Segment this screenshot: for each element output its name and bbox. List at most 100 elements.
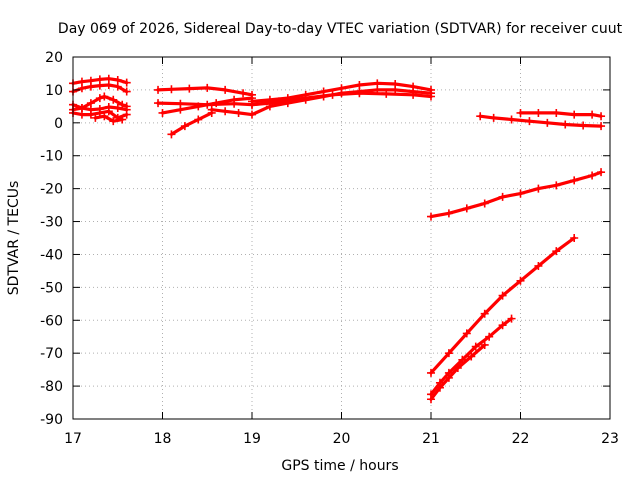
data-point — [194, 115, 203, 124]
x-tick-label: 20 — [333, 431, 351, 447]
data-point — [453, 363, 462, 372]
x-axis-label: GPS time / hours — [281, 458, 398, 474]
data-point — [427, 368, 435, 377]
data-point — [221, 85, 230, 94]
series-line — [93, 114, 124, 123]
data-point — [100, 92, 109, 101]
series-sat-p — [427, 168, 606, 221]
data-point — [427, 395, 435, 404]
data-point — [122, 78, 131, 87]
data-point — [176, 105, 185, 114]
x-tick-label: 17 — [64, 431, 82, 447]
tick-marks — [72, 56, 611, 420]
series-sat-f — [91, 112, 127, 126]
series-sat-g — [154, 83, 256, 99]
data-point — [579, 121, 588, 130]
data-point — [480, 340, 489, 349]
data-point — [109, 117, 118, 126]
data-point — [118, 115, 127, 124]
data-point — [498, 192, 507, 201]
data-point — [167, 85, 176, 94]
data-point — [180, 122, 189, 131]
data-point — [534, 184, 543, 193]
data-point — [274, 97, 283, 106]
data-point — [534, 108, 543, 117]
data-point — [498, 291, 507, 300]
x-tick-label: 22 — [512, 431, 530, 447]
series-sat-n — [476, 112, 606, 131]
data-point — [597, 168, 606, 177]
data-point — [104, 107, 113, 116]
data-point — [409, 90, 418, 99]
data-point — [462, 204, 471, 213]
data-point — [194, 102, 203, 111]
data-point — [100, 112, 109, 121]
data-series — [69, 74, 606, 404]
data-point — [516, 189, 525, 198]
data-point — [476, 112, 485, 121]
data-point — [355, 89, 364, 98]
data-point — [485, 332, 494, 341]
series-sat-i — [158, 94, 256, 117]
y-tick-label: -50 — [40, 280, 63, 296]
data-point — [427, 92, 435, 101]
data-point — [570, 176, 579, 185]
data-point — [328, 90, 337, 99]
y-tick-label: -70 — [40, 346, 63, 362]
data-point — [507, 115, 516, 124]
data-point — [248, 100, 256, 109]
data-point — [207, 105, 216, 114]
data-point — [516, 276, 525, 285]
x-tick-label: 21 — [422, 431, 440, 447]
series-sat-s — [427, 340, 489, 404]
series-line — [250, 91, 433, 107]
data-point — [122, 87, 131, 96]
data-point — [301, 94, 310, 103]
data-point — [319, 87, 328, 96]
data-point — [467, 352, 476, 361]
series-sat-q — [427, 234, 579, 377]
data-point — [543, 118, 552, 127]
data-point — [588, 171, 597, 180]
y-tick-label: 20 — [45, 50, 63, 66]
data-point — [480, 199, 489, 208]
data-point — [444, 373, 453, 382]
data-point — [77, 84, 86, 93]
data-point — [154, 85, 163, 94]
y-tick-label: 0 — [54, 116, 63, 132]
data-point — [552, 247, 561, 256]
data-point — [185, 84, 194, 93]
data-point — [525, 117, 534, 126]
data-point — [382, 89, 391, 98]
x-tick-label: 18 — [154, 431, 172, 447]
data-point — [86, 110, 95, 119]
data-point — [462, 329, 471, 338]
data-point — [444, 349, 453, 358]
data-point — [570, 234, 579, 242]
data-point — [427, 212, 435, 221]
data-point — [95, 94, 104, 103]
data-point — [109, 95, 118, 104]
y-tick-label: 10 — [45, 83, 63, 99]
data-point — [435, 383, 444, 392]
data-point — [507, 314, 516, 323]
data-point — [552, 108, 561, 117]
series-line — [429, 343, 487, 401]
data-point — [167, 130, 176, 139]
data-point — [104, 80, 113, 89]
y-tick-label: -30 — [40, 215, 63, 231]
data-point — [355, 80, 364, 89]
data-point — [158, 108, 167, 117]
data-point — [86, 82, 95, 91]
data-point — [154, 99, 163, 108]
data-point — [113, 82, 122, 91]
data-point — [391, 79, 400, 88]
y-tick-label: -10 — [40, 149, 63, 165]
data-point — [248, 110, 256, 119]
data-point — [570, 110, 579, 119]
data-point — [597, 112, 606, 121]
y-tick-labels: 20 10 0 -10 -20 -30 -40 -50 -60 -70 -80 -90 — [40, 50, 63, 428]
data-point — [203, 83, 212, 92]
data-point — [561, 120, 570, 129]
